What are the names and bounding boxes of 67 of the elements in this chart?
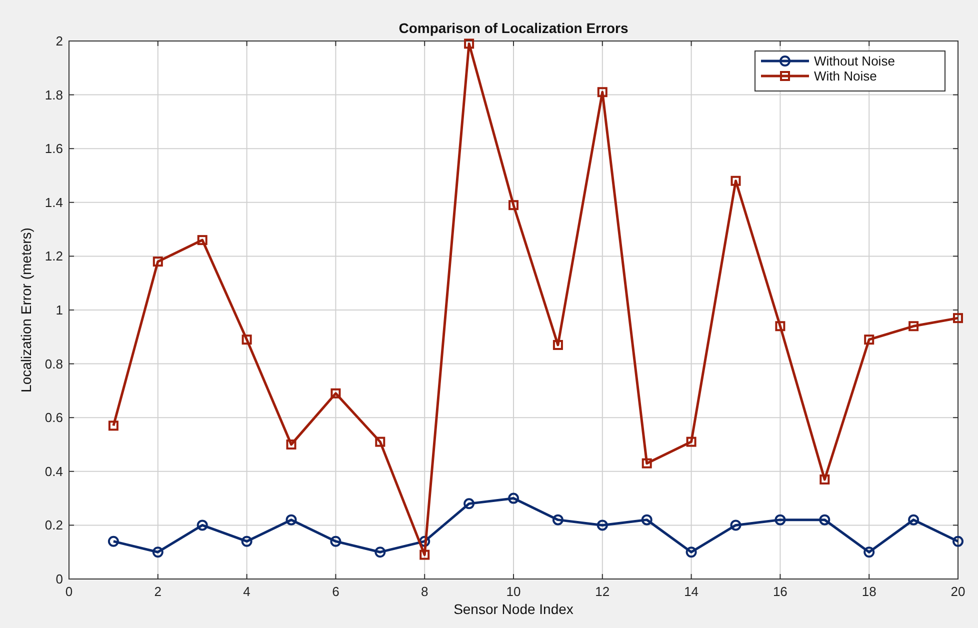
point xyxy=(552,340,563,350)
point xyxy=(108,420,118,431)
point xyxy=(286,514,297,526)
point xyxy=(775,321,786,332)
x-tick-label: 4 xyxy=(243,584,250,599)
point xyxy=(908,321,919,332)
point xyxy=(242,334,252,345)
point xyxy=(508,492,519,504)
y-tick-label: 1.6 xyxy=(44,141,63,156)
y-tick-label: 1 xyxy=(56,302,63,318)
point xyxy=(774,514,786,526)
y-tick-label: 0.2 xyxy=(44,518,63,533)
point xyxy=(330,536,342,547)
y-tick-label: 2 xyxy=(56,34,63,48)
y-tick-label: 0.4 xyxy=(44,464,63,479)
point xyxy=(152,546,164,558)
point xyxy=(196,520,208,531)
legend-label: Without Noise xyxy=(814,54,895,68)
point xyxy=(642,458,652,468)
point xyxy=(552,514,564,526)
point xyxy=(508,200,518,210)
point xyxy=(908,514,920,526)
x-tick-label: 2 xyxy=(154,584,162,599)
point xyxy=(375,436,386,447)
x-tick-label: 0 xyxy=(65,584,73,599)
point xyxy=(952,536,964,547)
point xyxy=(641,514,652,526)
point xyxy=(420,550,430,560)
point xyxy=(819,514,830,526)
point xyxy=(953,313,963,324)
legend-label: With Noise xyxy=(814,68,877,84)
point xyxy=(464,38,474,49)
y-tick-label: 0 xyxy=(56,572,63,586)
point xyxy=(374,546,386,558)
point xyxy=(596,520,608,531)
x-tick-label: 12 xyxy=(595,584,610,599)
point xyxy=(686,436,696,447)
point xyxy=(820,474,830,484)
y-tick-label: 1.8 xyxy=(44,87,63,102)
point xyxy=(464,498,475,510)
point xyxy=(864,546,875,558)
point xyxy=(241,536,252,547)
x-tick-label: 18 xyxy=(862,584,876,599)
x-tick-label: 8 xyxy=(420,584,428,599)
x-axis-title: Sensor Node Index xyxy=(454,601,574,617)
point xyxy=(686,546,697,558)
chart-title: Comparison of Localization Errors xyxy=(398,20,628,36)
y-axis-title: Localization Error (meters) xyxy=(18,228,34,392)
point xyxy=(864,334,874,345)
x-tick-label: 10 xyxy=(506,584,521,599)
point xyxy=(108,536,119,547)
point xyxy=(597,87,608,98)
y-tick-label: 1.4 xyxy=(44,194,63,210)
x-tick-label: 14 xyxy=(684,584,699,599)
point xyxy=(286,440,296,450)
point xyxy=(419,536,430,547)
point xyxy=(730,176,741,186)
x-tick-label: 16 xyxy=(772,584,788,599)
y-tick-label: 0.6 xyxy=(44,410,63,426)
point xyxy=(152,256,163,267)
point xyxy=(197,235,208,246)
point xyxy=(730,520,742,531)
point xyxy=(330,388,341,398)
x-tick-label: 6 xyxy=(332,584,340,599)
y-tick-label: 1.2 xyxy=(44,248,63,264)
y-tick-label: 0.8 xyxy=(44,356,63,372)
x-tick-label: 20 xyxy=(950,584,966,599)
